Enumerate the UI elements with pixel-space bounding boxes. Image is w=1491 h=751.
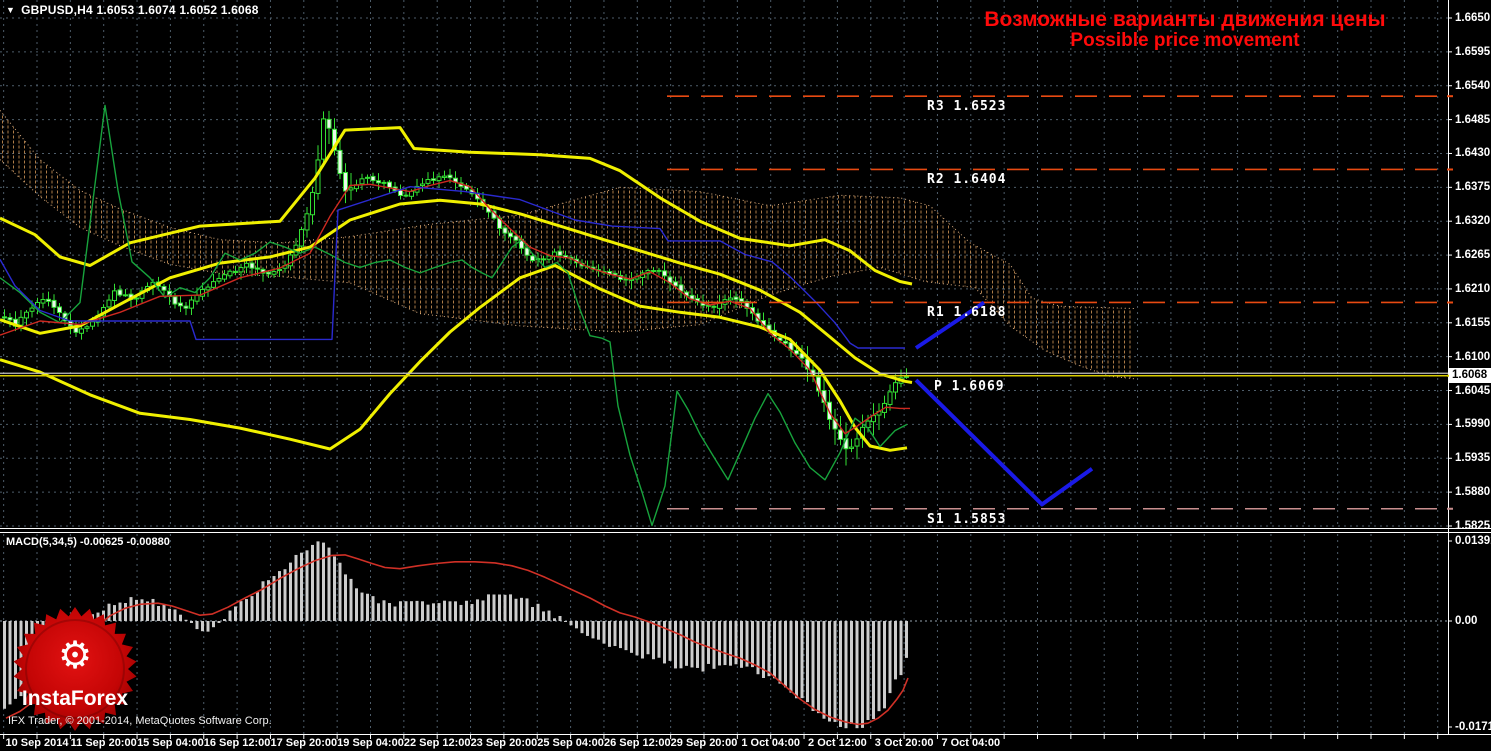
macd-signal-line (5, 554, 909, 726)
projection-down[interactable] (914, 378, 1094, 507)
copyright-text: IFX Trader, © 2001-2014, MetaQuotes Soft… (8, 715, 272, 727)
price-axis-label[interactable]: 1.6595 (1455, 45, 1491, 58)
pivot-label-r2: R2 1.6404 (927, 172, 1007, 188)
time-axis-label[interactable]: 10 Sep 2014 (5, 737, 69, 749)
time-axis-label[interactable]: 25 Sep 04:00 (537, 737, 604, 749)
ohlc-text: GBPUSD,H4 1.6053 1.6074 1.6052 1.6068 (21, 3, 259, 17)
envelope-green (0, 104, 908, 527)
price-axis-label[interactable]: 1.5935 (1455, 452, 1491, 465)
price-axis-label[interactable]: 1.6265 (1455, 249, 1491, 262)
price-axis-label[interactable]: 1.6375 (1455, 181, 1491, 194)
ichimoku-cloud (0, 110, 1135, 379)
band-upper (0, 126, 913, 286)
time-axis-label[interactable]: 16 Sep 12:00 (203, 737, 271, 749)
macd-axis-label[interactable]: -0.01712 (1455, 721, 1491, 733)
annotation: Возможные варианты движения цены Possibl… (955, 8, 1415, 52)
time-axis-label[interactable]: 1 Oct 04:00 (741, 737, 801, 749)
axis-ticks (3, 17, 1453, 739)
price-axis-label[interactable]: 1.5880 (1455, 486, 1491, 499)
annotation-line-ru: Возможные варианты движения цены (984, 8, 1386, 31)
price-axis-label[interactable]: 1.6100 (1455, 350, 1491, 363)
price-axis-label[interactable]: 1.6210 (1455, 282, 1491, 295)
projection-up[interactable] (914, 300, 986, 350)
time-axis-label[interactable]: 2 Oct 12:00 (808, 737, 867, 749)
band-lower (0, 264, 908, 452)
time-axis-label[interactable]: 26 Sep 12:00 (603, 737, 671, 749)
price-axis-label[interactable]: 1.6430 (1455, 147, 1491, 160)
price-axis-label[interactable]: 1.5825 (1455, 520, 1491, 532)
cloud-top-border (0, 110, 1136, 310)
band-middle (0, 198, 913, 384)
macd-axis-label[interactable]: 0.01391 (1455, 535, 1491, 547)
symbol-dropdown-icon[interactable]: ▼ (6, 5, 16, 15)
time-axis-label[interactable]: 19 Sep 04:00 (337, 737, 404, 749)
price-axis-label[interactable]: 1.6155 (1455, 316, 1491, 329)
pivot-label-s1: S1 1.5853 (927, 511, 1007, 527)
price-axis-label[interactable]: 1.6320 (1455, 215, 1491, 228)
main-chart-pane[interactable] (0, 95, 1448, 527)
macd-axis-label[interactable]: 0.00 (1455, 615, 1478, 627)
pivot-label-r1: R1 1.6188 (927, 305, 1007, 321)
price-axis-label[interactable]: 1.6045 (1455, 384, 1491, 397)
kijun-blue (0, 186, 905, 349)
ma-red (0, 179, 910, 435)
gear-icon: ⚙ (58, 633, 92, 677)
macd-header: MACD(5,34,5) -0.00625 -0.00880 (6, 536, 170, 548)
logo-starburst (13, 607, 137, 731)
time-axis-label[interactable]: 22 Sep 12:00 (403, 737, 471, 749)
time-axis-label[interactable]: 29 Sep 20:00 (670, 737, 738, 749)
price-axis-label[interactable]: 1.6650 (1455, 12, 1491, 24)
instaforex-logo: ⚙ InstaForex (13, 607, 137, 731)
time-axis-label[interactable]: 15 Sep 04:00 (137, 737, 204, 749)
time-axis-label[interactable]: 3 Oct 20:00 (874, 737, 934, 749)
time-axis-label[interactable]: 23 Sep 20:00 (470, 737, 538, 749)
annotation-line-en: Possible price movement (1070, 30, 1300, 52)
ohlc-header: ▼ GBPUSD,H4 1.6053 1.6074 1.6052 1.6068 (6, 3, 259, 17)
time-axis-label[interactable]: 17 Sep 20:00 (270, 737, 338, 749)
price-axis-label[interactable]: 1.6540 (1455, 79, 1491, 92)
price-axis-label[interactable]: 1.5990 (1455, 418, 1491, 431)
pivot-label-p: P 1.6069 (934, 378, 1005, 394)
time-axis-label[interactable]: 11 Sep 20:00 (70, 737, 137, 749)
current-price-tag: 1.6068 (1449, 368, 1491, 383)
logo-text: InstaForex (22, 687, 129, 710)
pivot-label-r3: R3 1.6523 (927, 99, 1007, 115)
time-axis-label[interactable]: 7 Oct 04:00 (941, 737, 1001, 749)
price-axis-label[interactable]: 1.6485 (1455, 113, 1491, 126)
